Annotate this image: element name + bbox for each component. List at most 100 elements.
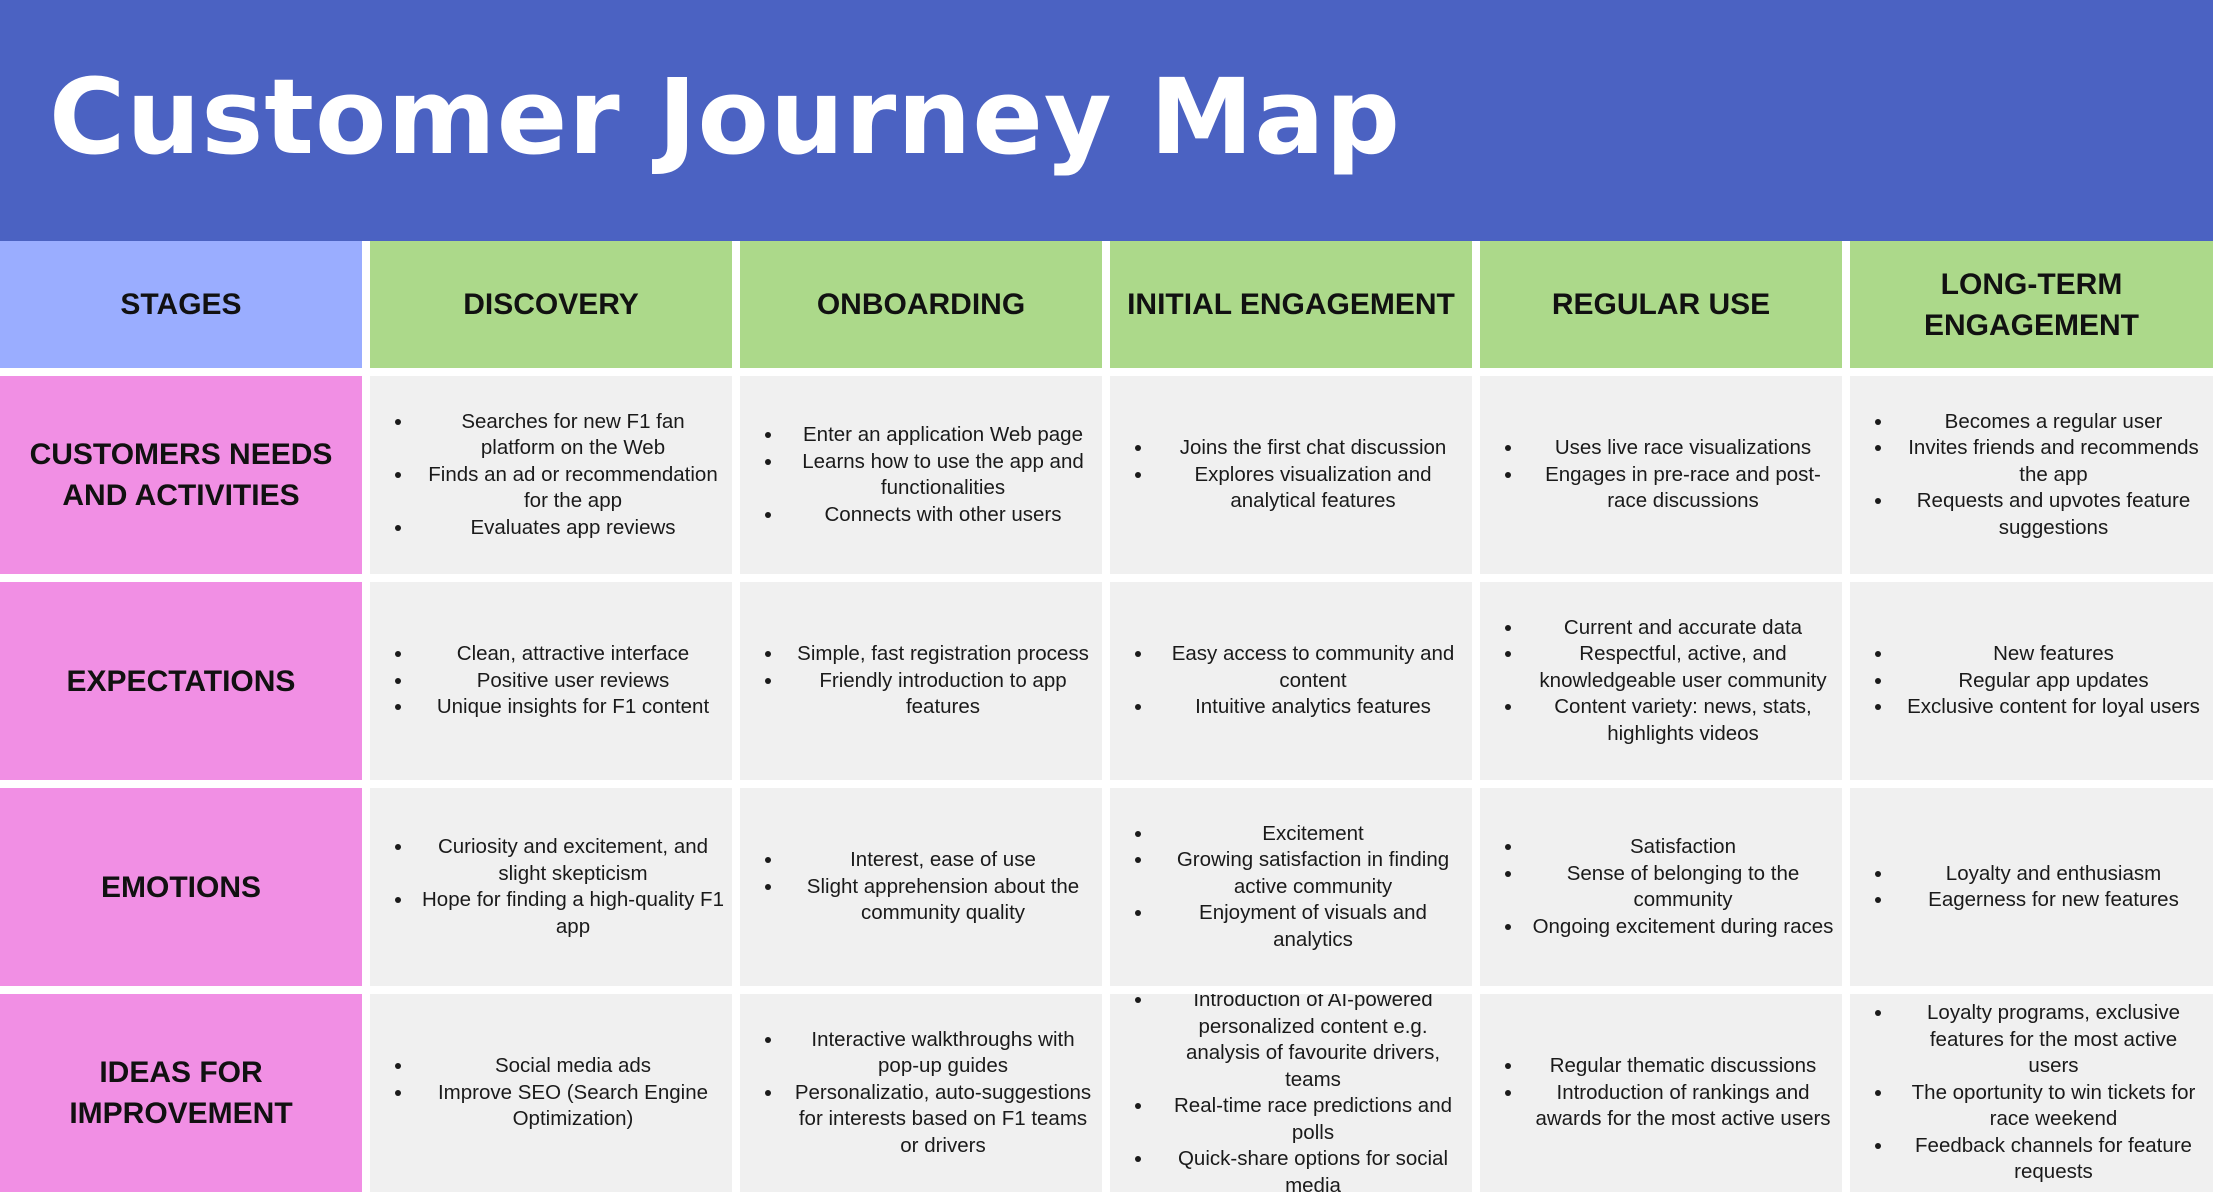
row-label-emotions: EMOTIONS <box>0 788 362 986</box>
bullet-list: Loyalty programs, exclusive features for… <box>1868 1000 2205 1186</box>
bullet-item: Connects with other users <box>784 502 1094 529</box>
journey-cell: Loyalty and enthusiasmEagerness for new … <box>1850 788 2213 986</box>
row-label-text: EXPECTATIONS <box>66 664 296 698</box>
bullet-item: New features <box>1894 641 2205 668</box>
journey-cell: Searches for new F1 fan platform on the … <box>370 376 732 574</box>
stage-header-regular-use: REGULAR USE <box>1480 241 1842 368</box>
bullet-item: Invites friends and recommends the app <box>1894 435 2205 488</box>
bullet-item: Growing satisfaction in finding active c… <box>1154 847 1464 900</box>
bullet-item: Finds an ad or recommendation for the ap… <box>414 462 724 515</box>
bullet-item: Curiosity and excitement, and slight ske… <box>414 834 724 887</box>
bullet-item: Quick-share options for social media <box>1154 1146 1464 1192</box>
bullet-item: Excitement <box>1154 821 1464 848</box>
journey-cell: New featuresRegular app updatesExclusive… <box>1850 582 2213 780</box>
stages-header: STAGES <box>0 241 362 368</box>
stage-header-discovery: DISCOVERY <box>370 241 732 368</box>
bullet-item: Feedback channels for feature requests <box>1894 1133 2205 1186</box>
bullet-list: Simple, fast registration processFriendl… <box>758 641 1094 721</box>
journey-cell: Clean, attractive interfacePositive user… <box>370 582 732 780</box>
bullet-item: Satisfaction <box>1524 834 1834 861</box>
journey-cell: Joins the first chat discussionExplores … <box>1110 376 1472 574</box>
stage-header-label: REGULAR USE <box>1551 288 1771 321</box>
bullet-item: Ongoing excitement during races <box>1524 914 1834 941</box>
bullet-item: Interactive walkthroughs with pop-up gui… <box>784 1027 1094 1080</box>
bullet-item: Regular app updates <box>1894 668 2205 695</box>
bullet-item: Improve SEO (Search Engine Optimization) <box>414 1080 724 1133</box>
bullet-list: Curiosity and excitement, and slight ske… <box>388 834 724 940</box>
page-title: Customer Journey Map <box>49 56 1401 178</box>
bullet-item: Learns how to use the app and functional… <box>784 449 1094 502</box>
stage-header-label: ONBOARDING <box>816 288 1026 321</box>
bullet-item: Loyalty programs, exclusive features for… <box>1894 1000 2205 1080</box>
journey-cell: Easy access to community and contentIntu… <box>1110 582 1472 780</box>
bullet-item: Intuitive analytics features <box>1154 694 1464 721</box>
bullet-item: Social media ads <box>414 1053 724 1080</box>
journey-cell: Simple, fast registration processFriendl… <box>740 582 1102 780</box>
bullet-item: Enter an application Web page <box>784 422 1094 449</box>
bullet-list: Joins the first chat discussionExplores … <box>1128 435 1464 515</box>
bullet-item: Regular thematic discussions <box>1524 1053 1834 1080</box>
bullet-item: Eagerness for new features <box>1894 887 2205 914</box>
row-label-text: IDEAS FOR IMPROVEMENT <box>69 1056 293 1130</box>
stage-header-long-term-engagement: LONG-TERM ENGAGEMENT <box>1850 241 2213 368</box>
bullet-item: Introduction of rankings and awards for … <box>1524 1080 1834 1133</box>
bullet-list: Searches for new F1 fan platform on the … <box>388 409 724 542</box>
bullet-list: New featuresRegular app updatesExclusive… <box>1868 641 2205 721</box>
bullet-item: Real-time race predictions and polls <box>1154 1093 1464 1146</box>
bullet-list: Interest, ease of useSlight apprehension… <box>758 847 1094 927</box>
journey-map-grid: STAGES DISCOVERY ONBOARDING INITIAL ENGAGE… <box>0 241 2213 1200</box>
bullet-item: Searches for new F1 fan platform on the … <box>414 409 724 462</box>
journey-cell: Enter an application Web pageLearns how … <box>740 376 1102 574</box>
bullet-item: Current and accurate data <box>1524 615 1834 642</box>
journey-cell: ExcitementGrowing satisfaction in findin… <box>1110 788 1472 986</box>
journey-cell: Current and accurate dataRespectful, act… <box>1480 582 1842 780</box>
bullet-list: Introduction of AI-powered personalized … <box>1128 994 1464 1192</box>
bullet-item: Positive user reviews <box>414 668 724 695</box>
bullet-item: Loyalty and enthusiasm <box>1894 861 2205 888</box>
row-label-expectations: EXPECTATIONS <box>0 582 362 780</box>
bullet-list: ExcitementGrowing satisfaction in findin… <box>1128 821 1464 954</box>
bullet-item: Personalizatio, auto-suggestions for int… <box>784 1080 1094 1160</box>
bullet-list: Current and accurate dataRespectful, act… <box>1498 615 1834 748</box>
journey-cell: Interactive walkthroughs with pop-up gui… <box>740 994 1102 1192</box>
journey-cell: Loyalty programs, exclusive features for… <box>1850 994 2213 1192</box>
bullet-list: Loyalty and enthusiasmEagerness for new … <box>1868 861 2205 914</box>
bullet-item: Becomes a regular user <box>1894 409 2205 436</box>
bullet-item: Evaluates app reviews <box>414 515 724 542</box>
bullet-item: Uses live race visualizations <box>1524 435 1834 462</box>
bullet-item: Friendly introduction to app features <box>784 668 1094 721</box>
bullet-item: Exclusive content for loyal users <box>1894 694 2205 721</box>
stage-header-initial-engagement: INITIAL ENGAGEMENT <box>1110 241 1472 368</box>
journey-cell: Uses live race visualizationsEngages in … <box>1480 376 1842 574</box>
bullet-list: Clean, attractive interfacePositive user… <box>388 641 724 721</box>
journey-cell: SatisfactionSense of belonging to the co… <box>1480 788 1842 986</box>
bullet-item: Unique insights for F1 content <box>414 694 724 721</box>
row-label-text: CUSTOMERS NEEDS AND ACTIVITIES <box>29 438 333 512</box>
bullet-item: Enjoyment of visuals and analytics <box>1154 900 1464 953</box>
bullet-list: SatisfactionSense of belonging to the co… <box>1498 834 1834 940</box>
bullet-item: Sense of belonging to the community <box>1524 861 1834 914</box>
stage-header-label: DISCOVERY <box>463 288 639 321</box>
journey-cell: Social media adsImprove SEO (Search Engi… <box>370 994 732 1192</box>
bullet-item: Content variety: news, stats, highlights… <box>1524 694 1834 747</box>
bullet-list: Social media adsImprove SEO (Search Engi… <box>388 1053 724 1133</box>
stage-header-label: INITIAL ENGAGEMENT <box>1127 288 1455 321</box>
journey-cell: Interest, ease of useSlight apprehension… <box>740 788 1102 986</box>
journey-cell: Regular thematic discussionsIntroduction… <box>1480 994 1842 1192</box>
bullet-list: Becomes a regular userInvites friends an… <box>1868 409 2205 542</box>
journey-cell: Introduction of AI-powered personalized … <box>1110 994 1472 1192</box>
stages-header-label: STAGES <box>120 288 242 321</box>
bullet-item: Clean, attractive interface <box>414 641 724 668</box>
bullet-item: Hope for finding a high-quality F1 app <box>414 887 724 940</box>
row-label-text: EMOTIONS <box>100 870 261 904</box>
bullet-item: Engages in pre-race and post-race discus… <box>1524 462 1834 515</box>
bullet-list: Enter an application Web pageLearns how … <box>758 422 1094 528</box>
bullet-item: Respectful, active, and knowledgeable us… <box>1524 641 1834 694</box>
stage-header-onboarding: ONBOARDING <box>740 241 1102 368</box>
bullet-item: Joins the first chat discussion <box>1154 435 1464 462</box>
stage-header-label: LONG-TERM ENGAGEMENT <box>1923 267 2139 342</box>
bullet-item: The oportunity to win tickets for race w… <box>1894 1080 2205 1133</box>
bullet-list: Interactive walkthroughs with pop-up gui… <box>758 1027 1094 1160</box>
bullet-item: Slight apprehension about the community … <box>784 874 1094 927</box>
row-label-customers-needs-and-activities: CUSTOMERS NEEDS AND ACTIVITIES <box>0 376 362 574</box>
